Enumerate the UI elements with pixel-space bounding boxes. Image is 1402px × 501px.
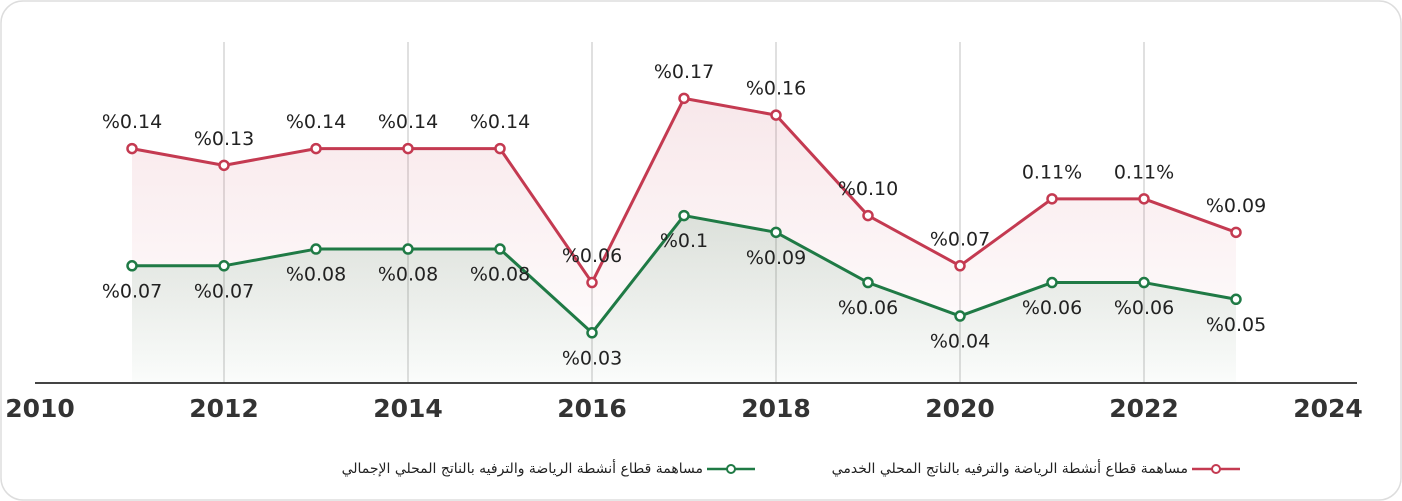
data-point — [1230, 293, 1242, 306]
value-label: 0.11% — [1114, 161, 1174, 183]
x-tick-label: 2024 — [1293, 394, 1363, 423]
value-label: %0.07 — [102, 280, 162, 302]
data-point — [310, 243, 322, 255]
value-label: %0.07 — [194, 280, 254, 302]
data-point — [1138, 193, 1150, 205]
value-label: %0.04 — [930, 331, 990, 353]
data-point — [770, 226, 782, 239]
data-point — [218, 159, 230, 172]
data-point — [678, 209, 690, 222]
value-label: %0.08 — [286, 264, 346, 286]
data-point — [1046, 276, 1058, 289]
value-label: %0.14 — [102, 111, 162, 133]
data-point — [1138, 276, 1150, 289]
data-point — [1230, 226, 1242, 239]
data-point — [494, 243, 506, 255]
data-point — [494, 142, 506, 155]
value-label: %0.14 — [378, 111, 438, 133]
value-label: %0.14 — [470, 111, 530, 133]
data-point — [402, 142, 414, 155]
data-point — [678, 92, 690, 105]
x-tick-label: 2010 — [5, 394, 75, 423]
value-label: %0.10 — [838, 178, 898, 200]
value-label: %0.13 — [194, 128, 254, 150]
value-label: %0.06 — [1114, 297, 1174, 319]
value-label: %0.09 — [746, 247, 806, 269]
value-label: 0.11% — [1022, 161, 1082, 183]
data-point — [862, 209, 874, 222]
value-label: %0.17 — [654, 61, 714, 83]
x-tick-label: 2020 — [925, 394, 995, 423]
x-tick-label: 2012 — [189, 394, 259, 423]
x-tick-label: 2014 — [373, 394, 443, 423]
value-label: %0.03 — [562, 347, 622, 369]
data-point — [218, 260, 230, 272]
data-point — [1046, 193, 1058, 205]
data-point — [402, 243, 414, 255]
value-label: %0.09 — [1206, 195, 1266, 217]
value-label: %0.06 — [838, 297, 898, 319]
data-point — [126, 142, 138, 155]
x-tick-label: 2018 — [741, 394, 811, 423]
data-point — [586, 276, 598, 289]
legend-marker — [1211, 464, 1221, 474]
value-label: %0.08 — [470, 264, 530, 286]
value-label: %0.06 — [562, 245, 622, 267]
data-point — [126, 260, 138, 272]
value-label: %0.16 — [746, 78, 806, 100]
value-label: %0.08 — [378, 264, 438, 286]
data-point — [310, 142, 322, 155]
x-tick-label: 2016 — [557, 394, 627, 423]
legend-marker — [726, 464, 736, 474]
value-label: %0.06 — [1022, 297, 1082, 319]
data-point — [586, 327, 598, 339]
data-point — [862, 276, 874, 289]
data-point — [954, 260, 966, 272]
data-point — [954, 310, 966, 322]
value-label: %0.1 — [660, 230, 708, 252]
x-tick-label: 2022 — [1109, 394, 1179, 423]
value-label: %0.07 — [930, 228, 990, 250]
value-label: %0.05 — [1206, 314, 1266, 336]
area-fill — [132, 215, 1236, 383]
legend-label: مساهمة قطاع أنشطة الرياضة والترفيه بالنا… — [832, 459, 1188, 477]
data-point — [770, 109, 782, 121]
value-label: %0.14 — [286, 111, 346, 133]
legend-label: مساهمة قطاع أنشطة الرياضة والترفيه بالنا… — [342, 459, 703, 477]
